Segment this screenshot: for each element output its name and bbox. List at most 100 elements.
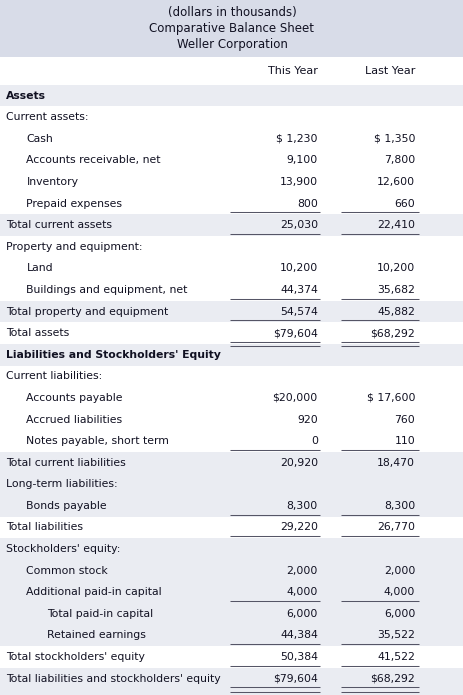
Text: Last Year: Last Year — [364, 66, 414, 76]
Text: $79,604: $79,604 — [272, 673, 317, 684]
Text: Property and equipment:: Property and equipment: — [6, 242, 142, 252]
FancyBboxPatch shape — [0, 322, 463, 344]
Text: 6,000: 6,000 — [286, 609, 317, 619]
FancyBboxPatch shape — [0, 516, 463, 538]
Text: Total stockholders' equity: Total stockholders' equity — [6, 652, 144, 662]
Text: $68,292: $68,292 — [370, 328, 414, 338]
Text: 50,384: 50,384 — [279, 652, 317, 662]
Text: Accounts payable: Accounts payable — [26, 393, 123, 403]
FancyBboxPatch shape — [0, 171, 463, 193]
FancyBboxPatch shape — [0, 668, 463, 689]
Text: (dollars in thousands): (dollars in thousands) — [167, 6, 296, 19]
Text: Stockholders' equity:: Stockholders' equity: — [6, 544, 119, 554]
Text: Buildings and equipment, net: Buildings and equipment, net — [26, 285, 188, 295]
Text: $79,604: $79,604 — [272, 328, 317, 338]
Text: 4,000: 4,000 — [286, 587, 317, 597]
Text: 44,384: 44,384 — [279, 630, 317, 641]
FancyBboxPatch shape — [0, 193, 463, 214]
Text: Liabilities and Stockholders' Equity: Liabilities and Stockholders' Equity — [6, 350, 220, 360]
Text: 110: 110 — [394, 436, 414, 446]
Text: Land: Land — [26, 263, 53, 273]
Text: 2,000: 2,000 — [286, 566, 317, 575]
FancyBboxPatch shape — [0, 582, 463, 603]
Text: 35,682: 35,682 — [376, 285, 414, 295]
FancyBboxPatch shape — [0, 106, 463, 128]
FancyBboxPatch shape — [0, 301, 463, 322]
Text: Additional paid-in capital: Additional paid-in capital — [26, 587, 162, 597]
Text: 25,030: 25,030 — [279, 220, 317, 230]
Text: Total property and equipment: Total property and equipment — [6, 306, 168, 316]
Text: 920: 920 — [296, 414, 317, 425]
Text: 54,574: 54,574 — [279, 306, 317, 316]
Text: 8,300: 8,300 — [383, 501, 414, 511]
Text: Long-term liabilities:: Long-term liabilities: — [6, 480, 117, 489]
Text: Inventory: Inventory — [26, 177, 78, 187]
Text: 41,522: 41,522 — [376, 652, 414, 662]
Text: 660: 660 — [394, 199, 414, 208]
Text: 760: 760 — [394, 414, 414, 425]
FancyBboxPatch shape — [0, 452, 463, 473]
FancyBboxPatch shape — [0, 128, 463, 149]
Text: Notes payable, short term: Notes payable, short term — [26, 436, 169, 446]
Text: 8,300: 8,300 — [286, 501, 317, 511]
Text: Accrued liabilities: Accrued liabilities — [26, 414, 122, 425]
Text: Comparative Balance Sheet: Comparative Balance Sheet — [149, 22, 314, 35]
Text: $ 1,350: $ 1,350 — [373, 133, 414, 144]
Text: $ 1,230: $ 1,230 — [276, 133, 317, 144]
Text: 10,200: 10,200 — [376, 263, 414, 273]
Text: Total liabilities: Total liabilities — [6, 523, 82, 532]
Text: 22,410: 22,410 — [376, 220, 414, 230]
Text: Total assets: Total assets — [6, 328, 69, 338]
Text: 2,000: 2,000 — [383, 566, 414, 575]
Text: $ 17,600: $ 17,600 — [366, 393, 414, 403]
Text: Total paid-in capital: Total paid-in capital — [47, 609, 153, 619]
Text: 12,600: 12,600 — [376, 177, 414, 187]
Text: Cash: Cash — [26, 133, 53, 144]
FancyBboxPatch shape — [0, 539, 463, 560]
FancyBboxPatch shape — [0, 366, 463, 387]
FancyBboxPatch shape — [0, 603, 463, 625]
Text: 6,000: 6,000 — [383, 609, 414, 619]
Text: 7,800: 7,800 — [383, 156, 414, 165]
Text: Current assets:: Current assets: — [6, 112, 88, 122]
FancyBboxPatch shape — [0, 430, 463, 452]
Text: Total current assets: Total current assets — [6, 220, 111, 230]
FancyBboxPatch shape — [0, 236, 463, 258]
Text: 45,882: 45,882 — [376, 306, 414, 316]
Text: Current liabilities:: Current liabilities: — [6, 371, 101, 382]
FancyBboxPatch shape — [0, 149, 463, 171]
FancyBboxPatch shape — [0, 387, 463, 409]
Text: Prepaid expenses: Prepaid expenses — [26, 199, 122, 208]
Text: Bonds payable: Bonds payable — [26, 501, 107, 511]
FancyBboxPatch shape — [0, 495, 463, 516]
Text: Total current liabilities: Total current liabilities — [6, 458, 125, 468]
FancyBboxPatch shape — [0, 0, 463, 57]
Text: $20,000: $20,000 — [272, 393, 317, 403]
Text: 10,200: 10,200 — [279, 263, 317, 273]
Text: 9,100: 9,100 — [286, 156, 317, 165]
Text: Accounts receivable, net: Accounts receivable, net — [26, 156, 161, 165]
Text: 44,374: 44,374 — [279, 285, 317, 295]
Text: Total liabilities and stockholders' equity: Total liabilities and stockholders' equi… — [6, 673, 220, 684]
FancyBboxPatch shape — [0, 214, 463, 236]
FancyBboxPatch shape — [0, 473, 463, 495]
Text: 26,770: 26,770 — [376, 523, 414, 532]
Text: 35,522: 35,522 — [376, 630, 414, 641]
Text: 0: 0 — [310, 436, 317, 446]
FancyBboxPatch shape — [0, 344, 463, 366]
FancyBboxPatch shape — [0, 689, 463, 695]
Text: 18,470: 18,470 — [376, 458, 414, 468]
Text: $68,292: $68,292 — [370, 673, 414, 684]
FancyBboxPatch shape — [0, 258, 463, 279]
Text: Common stock: Common stock — [26, 566, 108, 575]
FancyBboxPatch shape — [0, 560, 463, 582]
Text: 4,000: 4,000 — [383, 587, 414, 597]
FancyBboxPatch shape — [0, 85, 463, 106]
Text: 29,220: 29,220 — [279, 523, 317, 532]
Text: Retained earnings: Retained earnings — [47, 630, 146, 641]
FancyBboxPatch shape — [0, 409, 463, 430]
Text: 800: 800 — [296, 199, 317, 208]
Text: This Year: This Year — [268, 66, 317, 76]
Text: 20,920: 20,920 — [279, 458, 317, 468]
FancyBboxPatch shape — [0, 279, 463, 301]
